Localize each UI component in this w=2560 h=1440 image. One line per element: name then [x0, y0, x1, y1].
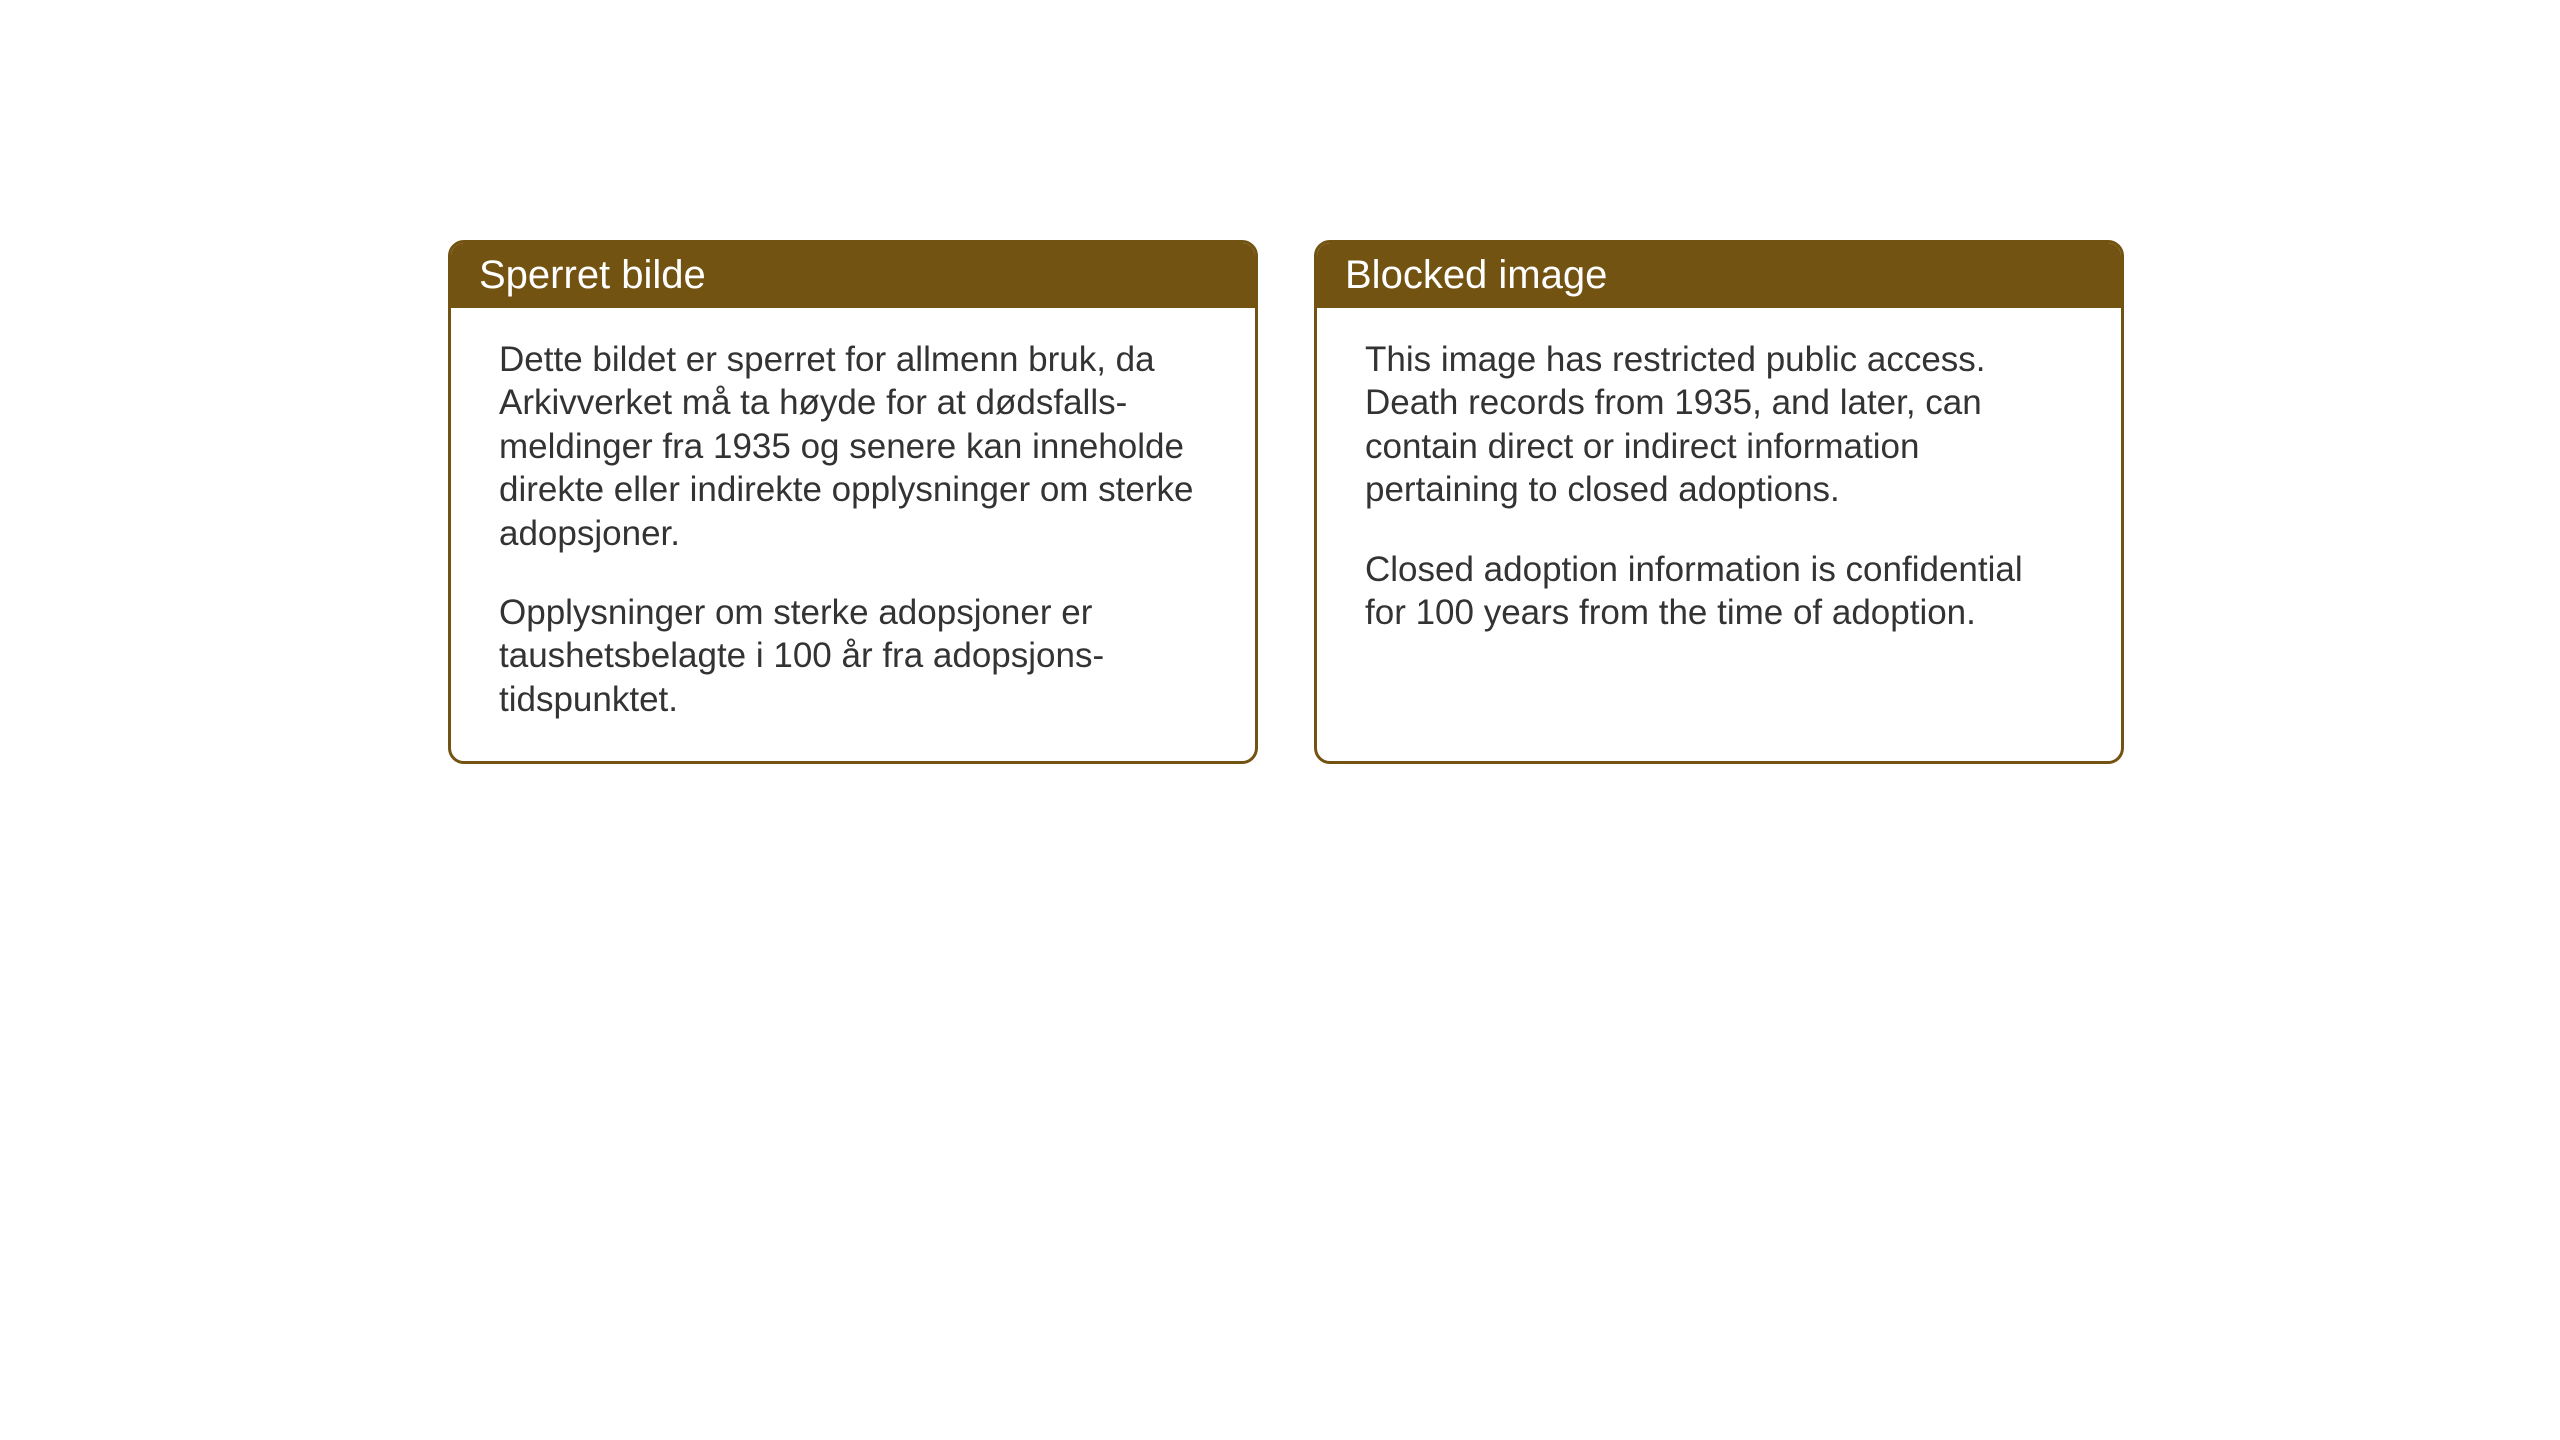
- notice-paragraph-2-norwegian: Opplysninger om sterke adopsjoner er tau…: [499, 591, 1207, 721]
- notice-paragraph-2-english: Closed adoption information is confident…: [1365, 548, 2073, 635]
- notice-box-norwegian: Sperret bilde Dette bildet er sperret fo…: [448, 240, 1258, 764]
- notice-container: Sperret bilde Dette bildet er sperret fo…: [448, 240, 2124, 764]
- notice-box-english: Blocked image This image has restricted …: [1314, 240, 2124, 764]
- notice-body-english: This image has restricted public access.…: [1317, 308, 2121, 674]
- notice-body-norwegian: Dette bildet er sperret for allmenn bruk…: [451, 308, 1255, 761]
- notice-header-norwegian: Sperret bilde: [451, 243, 1255, 308]
- notice-title-english: Blocked image: [1345, 253, 1607, 297]
- notice-title-norwegian: Sperret bilde: [479, 253, 706, 297]
- notice-paragraph-1-norwegian: Dette bildet er sperret for allmenn bruk…: [499, 338, 1207, 555]
- notice-paragraph-1-english: This image has restricted public access.…: [1365, 338, 2073, 512]
- notice-header-english: Blocked image: [1317, 243, 2121, 308]
